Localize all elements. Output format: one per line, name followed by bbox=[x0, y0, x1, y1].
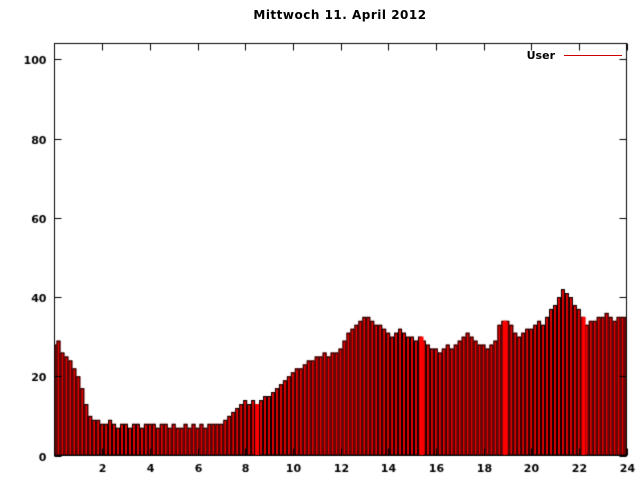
legend: User bbox=[527, 49, 622, 62]
legend-label: User bbox=[526, 49, 555, 62]
legend-line-sample bbox=[564, 55, 622, 56]
